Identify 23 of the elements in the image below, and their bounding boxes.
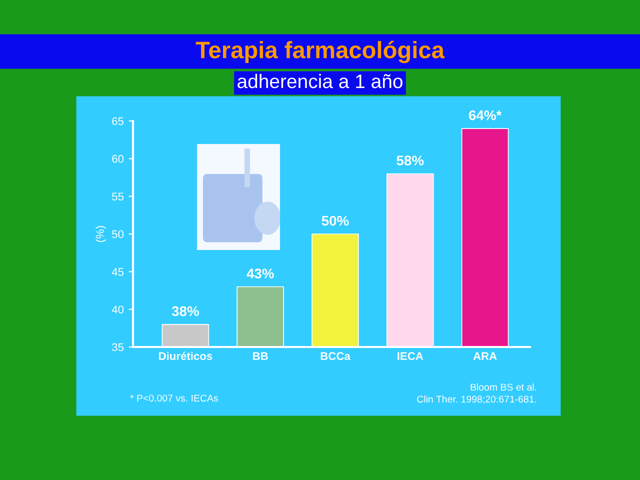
- x-tick-label: IECA: [398, 352, 424, 360]
- y-tick-label: 35: [112, 343, 124, 352]
- data-label: 58%: [396, 156, 424, 166]
- y-tick-label: 50: [112, 230, 124, 238]
- y-tick-label: 65: [112, 117, 124, 126]
- x-tick-label: Diuréticos: [159, 352, 212, 360]
- y-tick-label: 40: [112, 306, 124, 314]
- data-label: 50%: [322, 216, 349, 226]
- x-tick-label: ARA: [473, 352, 497, 360]
- x-tick-label: BCCa: [320, 352, 350, 360]
- x-tick-label: BB: [253, 352, 268, 360]
- data-label: 43%: [246, 268, 274, 278]
- y-tick-label: 55: [112, 192, 124, 200]
- data-label: 38%: [172, 306, 199, 316]
- y-tick-label: 45: [112, 268, 124, 276]
- data-label: 64%*: [468, 110, 502, 120]
- chart-subtitle: adherencia a 1 año: [238, 74, 402, 88]
- text: * P<0.007 vs. IECAs: [130, 394, 218, 402]
- y-tick-label: 60: [112, 154, 124, 163]
- text: Bloom BS et al.: [470, 383, 536, 391]
- text: Clin Ther. 1998;20:671-681.: [417, 395, 536, 404]
- chart-title: Terapia farmacológica: [196, 40, 445, 64]
- y-axis-title: (%): [96, 226, 106, 242]
